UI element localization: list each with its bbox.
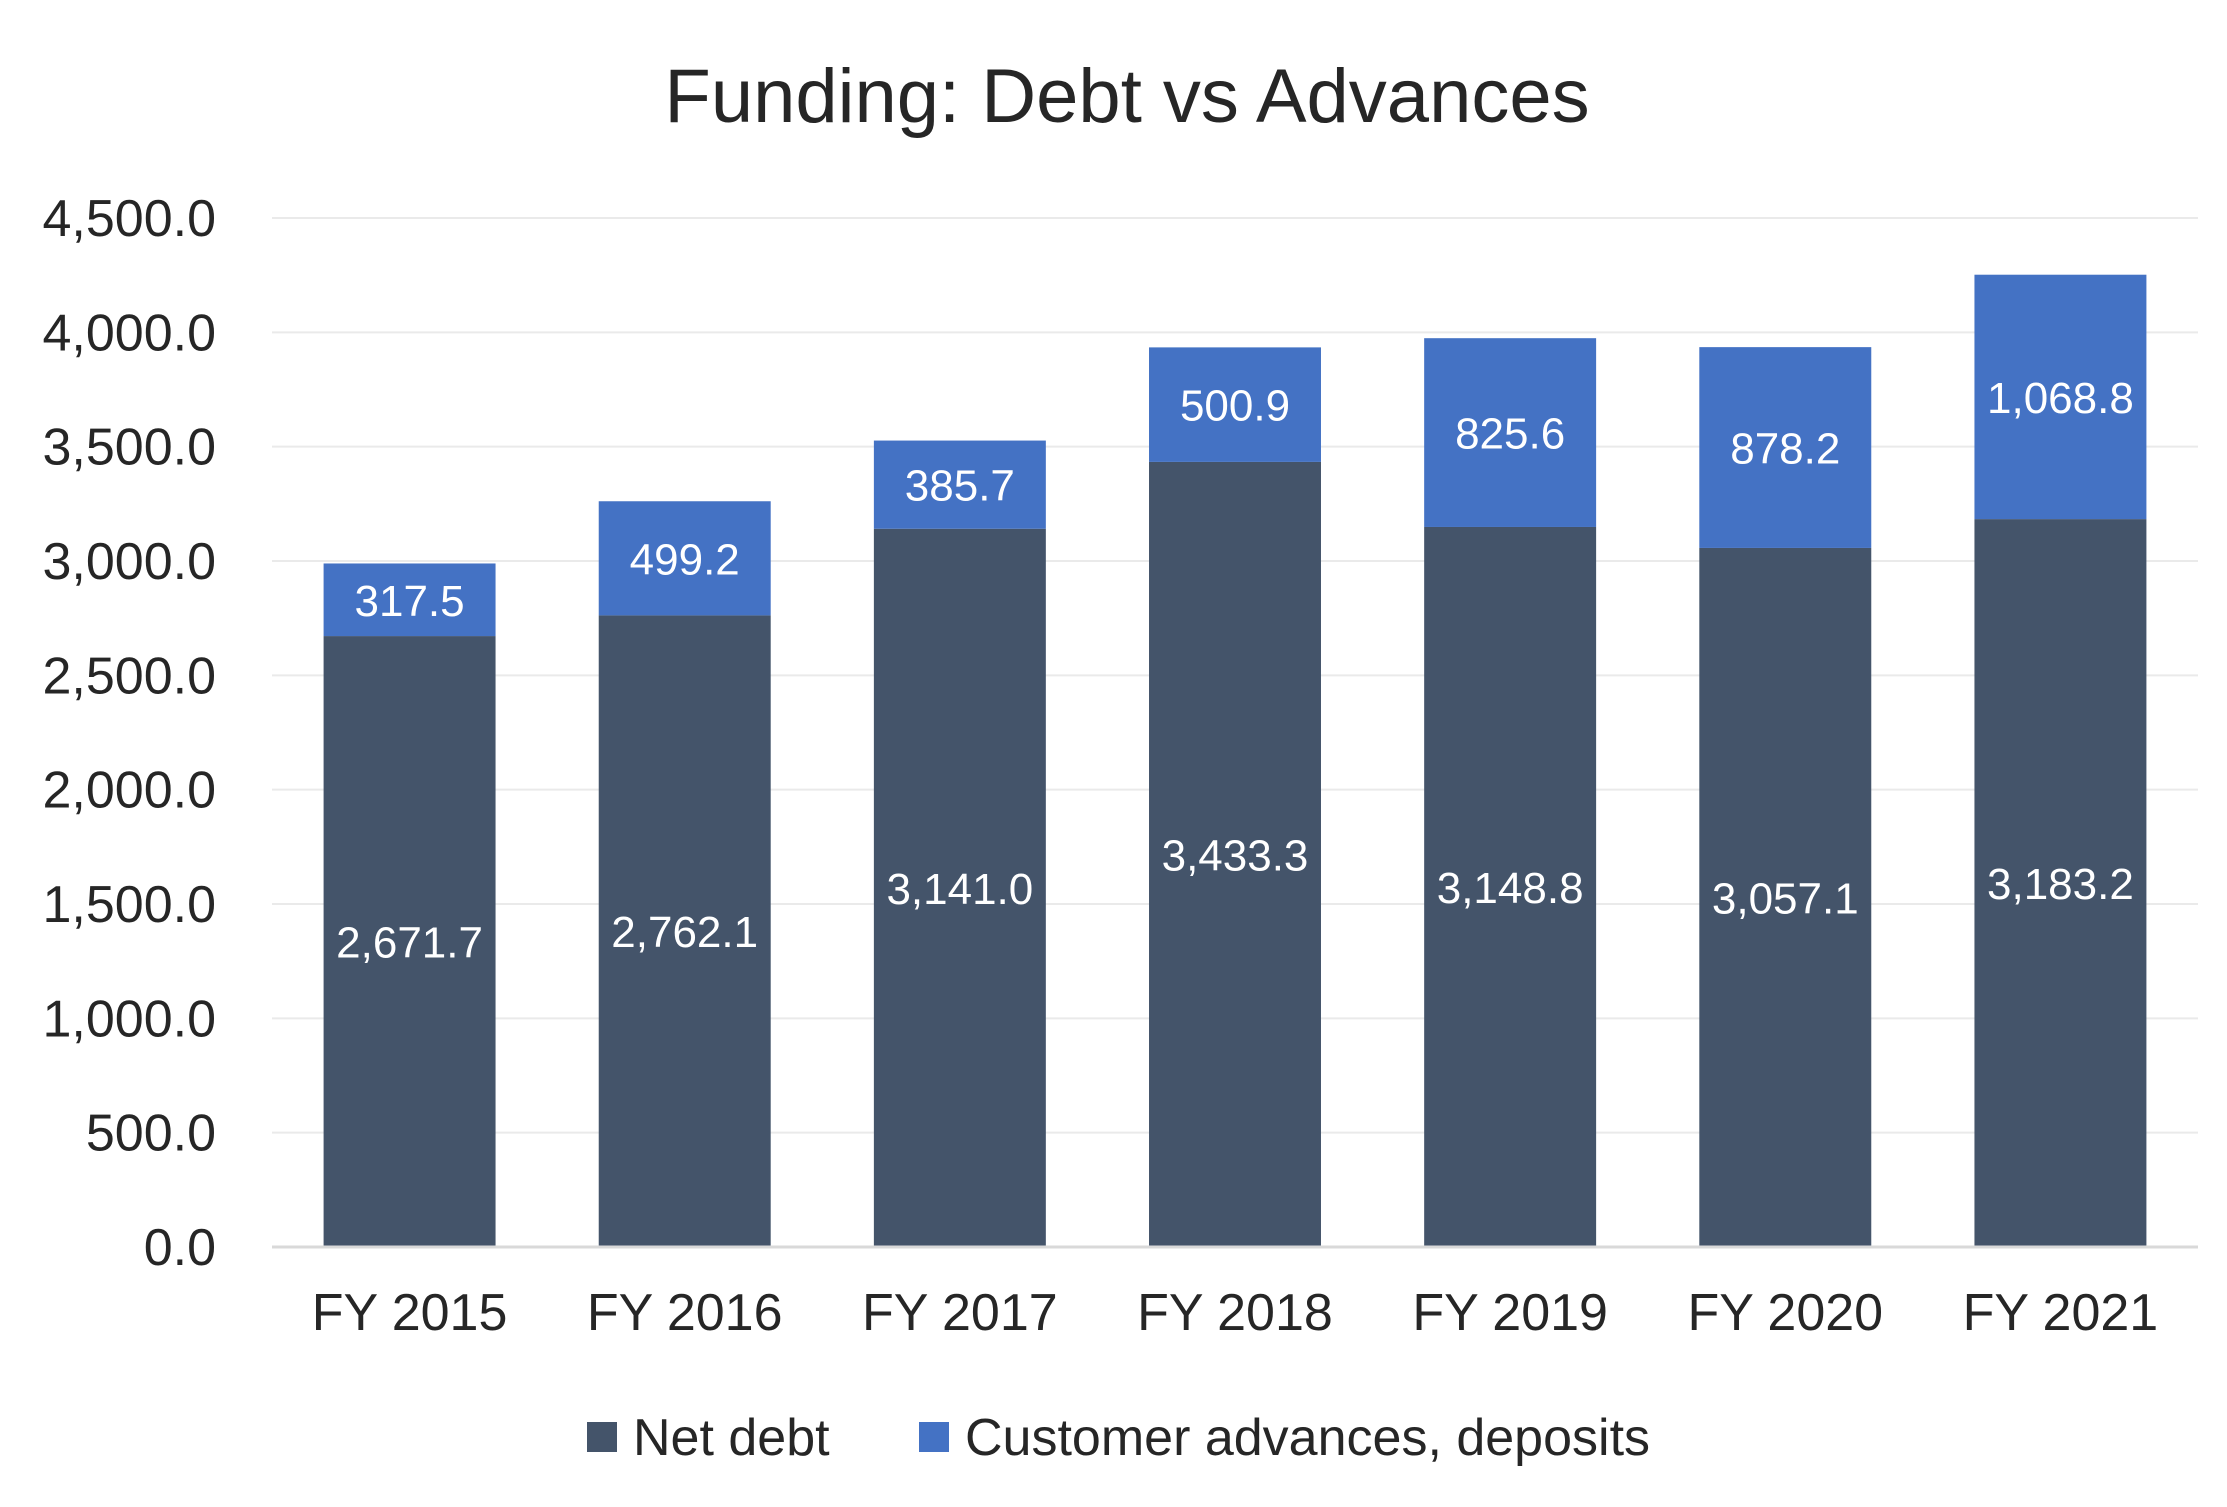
data-labels: 2,671.7 317.5 2,762.1 499.2 3,141.0 385.7 3,43… <box>336 374 2134 968</box>
y-tick-label: 1,000.0 <box>43 990 217 1048</box>
bar-customer-advances <box>1424 338 1597 527</box>
bar-net-debt <box>1974 519 2147 1247</box>
bar-customer-advances <box>1974 274 2147 520</box>
data-label-customer-advances: 385.7 <box>905 462 1015 511</box>
bar-customer-advances <box>873 440 1046 529</box>
x-tick-label: FY 2016 <box>587 1284 783 1342</box>
x-tick-label: FY 2015 <box>312 1284 508 1342</box>
data-label-customer-advances: 500.9 <box>1180 382 1290 431</box>
data-label-net-debt: 3,433.3 <box>1162 831 1309 880</box>
data-label-customer-advances: 499.2 <box>630 535 740 584</box>
legend: Net debt Customer advances, deposits <box>587 1409 1650 1467</box>
y-tick-label: 2,500.0 <box>43 647 217 705</box>
data-label-customer-advances: 878.2 <box>1730 425 1840 474</box>
y-tick-label: 1,500.0 <box>43 876 217 934</box>
bar-net-debt <box>873 528 1046 1247</box>
y-axis-ticks: 0.0 500.0 1,000.0 1,500.0 2,000.0 2,500.0 3,00… <box>43 190 217 1277</box>
x-tick-label: FY 2018 <box>1137 1284 1333 1342</box>
data-label-customer-advances: 825.6 <box>1455 410 1565 459</box>
y-tick-label: 4,500.0 <box>43 190 217 248</box>
bar-net-debt <box>1424 526 1597 1247</box>
legend-label: Net debt <box>633 1409 830 1467</box>
legend-swatch <box>587 1422 617 1452</box>
y-tick-label: 0.0 <box>144 1219 216 1277</box>
data-label-net-debt: 2,762.1 <box>611 908 758 957</box>
x-tick-label: FY 2020 <box>1687 1284 1883 1342</box>
data-label-net-debt: 3,057.1 <box>1712 874 1859 923</box>
bars <box>323 274 2147 1248</box>
y-tick-label: 4,000.0 <box>43 304 217 362</box>
y-tick-label: 3,500.0 <box>43 419 217 477</box>
y-tick-label: 500.0 <box>86 1105 216 1163</box>
bar-customer-advances <box>1149 347 1321 462</box>
y-tick-label: 2,000.0 <box>43 762 217 820</box>
bar-net-debt <box>323 636 496 1247</box>
data-label-net-debt: 2,671.7 <box>336 919 483 968</box>
data-label-net-debt: 3,183.2 <box>1987 860 2134 909</box>
data-label-customer-advances: 317.5 <box>355 577 465 626</box>
x-axis-ticks: FY 2015 FY 2016 FY 2017 FY 2018 FY 2019 FY 20… <box>312 1284 2158 1342</box>
x-tick-label: FY 2019 <box>1412 1284 1608 1342</box>
data-label-customer-advances: 1,068.8 <box>1987 374 2134 423</box>
legend-swatch <box>919 1422 949 1452</box>
x-tick-label: FY 2021 <box>1963 1284 2159 1342</box>
bar-net-debt <box>1149 461 1321 1248</box>
bar-customer-advances <box>598 501 771 616</box>
bar-customer-advances <box>1699 347 1872 548</box>
y-tick-label: 3,000.0 <box>43 533 217 591</box>
data-label-net-debt: 3,148.8 <box>1437 864 1584 913</box>
bar-customer-advances <box>323 563 496 637</box>
legend-label: Customer advances, deposits <box>965 1409 1650 1467</box>
x-tick-label: FY 2017 <box>862 1284 1058 1342</box>
bar-net-debt <box>1699 547 1872 1247</box>
chart-title: Funding: Debt vs Advances <box>664 54 1589 139</box>
bar-net-debt <box>598 615 771 1247</box>
data-label-net-debt: 3,141.0 <box>886 865 1033 914</box>
